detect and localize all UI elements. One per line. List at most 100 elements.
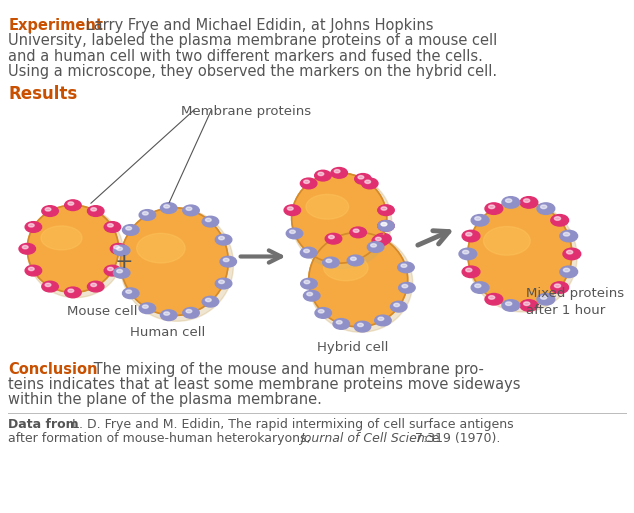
Text: Using a microscope, they observed the markers on the hybrid cell.: Using a microscope, they observed the ma…	[8, 64, 497, 79]
Ellipse shape	[375, 315, 391, 326]
Ellipse shape	[325, 233, 342, 244]
Ellipse shape	[183, 205, 199, 216]
Ellipse shape	[563, 248, 581, 260]
Ellipse shape	[554, 216, 560, 220]
Ellipse shape	[27, 205, 119, 292]
Ellipse shape	[304, 290, 320, 301]
Ellipse shape	[365, 180, 371, 184]
Ellipse shape	[475, 284, 481, 288]
Ellipse shape	[334, 170, 340, 173]
Ellipse shape	[113, 245, 130, 256]
Ellipse shape	[381, 223, 387, 226]
Ellipse shape	[113, 245, 119, 249]
Ellipse shape	[137, 233, 185, 263]
Ellipse shape	[304, 249, 309, 252]
Ellipse shape	[186, 207, 192, 210]
Ellipse shape	[27, 206, 124, 298]
Ellipse shape	[402, 284, 408, 288]
Ellipse shape	[318, 310, 324, 313]
Ellipse shape	[551, 214, 569, 226]
Ellipse shape	[401, 264, 407, 267]
Ellipse shape	[520, 300, 538, 311]
Ellipse shape	[462, 266, 480, 278]
Ellipse shape	[301, 247, 317, 258]
Ellipse shape	[537, 293, 555, 305]
Ellipse shape	[399, 283, 415, 293]
Ellipse shape	[219, 236, 224, 240]
Ellipse shape	[104, 222, 120, 232]
Ellipse shape	[87, 281, 104, 292]
Ellipse shape	[354, 321, 371, 332]
Ellipse shape	[468, 202, 577, 312]
Ellipse shape	[65, 287, 81, 298]
Text: and a human cell with two different markers and fused the cells.: and a human cell with two different mark…	[8, 49, 483, 64]
Ellipse shape	[42, 281, 58, 292]
Ellipse shape	[122, 288, 139, 299]
Ellipse shape	[91, 283, 96, 287]
Ellipse shape	[304, 281, 310, 284]
Ellipse shape	[143, 212, 148, 215]
Ellipse shape	[355, 173, 372, 184]
Ellipse shape	[398, 262, 414, 273]
Ellipse shape	[372, 235, 389, 246]
Ellipse shape	[160, 203, 177, 213]
Ellipse shape	[91, 208, 96, 211]
Text: Hybrid cell: Hybrid cell	[317, 341, 389, 354]
Ellipse shape	[554, 284, 560, 288]
Text: Mixed proteins
after 1 hour: Mixed proteins after 1 hour	[526, 287, 624, 317]
Text: 7:319 (1970).: 7:319 (1970).	[411, 432, 500, 445]
Ellipse shape	[471, 214, 489, 226]
Text: Data from: Data from	[8, 418, 79, 431]
Ellipse shape	[381, 207, 387, 210]
Ellipse shape	[485, 203, 503, 214]
Ellipse shape	[485, 293, 503, 305]
Ellipse shape	[378, 317, 384, 321]
Ellipse shape	[87, 206, 104, 216]
Ellipse shape	[306, 194, 349, 219]
Ellipse shape	[560, 230, 578, 242]
Ellipse shape	[220, 256, 236, 267]
Ellipse shape	[122, 225, 139, 235]
Ellipse shape	[502, 196, 520, 208]
Ellipse shape	[326, 259, 332, 263]
Ellipse shape	[358, 175, 364, 179]
Text: Conclusion: Conclusion	[8, 362, 98, 377]
Ellipse shape	[304, 180, 309, 184]
Ellipse shape	[378, 205, 394, 215]
Ellipse shape	[139, 210, 156, 220]
Ellipse shape	[45, 208, 51, 211]
Ellipse shape	[361, 178, 378, 189]
Ellipse shape	[378, 221, 394, 231]
Ellipse shape	[351, 257, 356, 261]
Ellipse shape	[381, 223, 387, 226]
Ellipse shape	[371, 244, 377, 247]
Ellipse shape	[567, 250, 573, 254]
Ellipse shape	[22, 245, 28, 249]
Text: within the plane of the plasma membrane.: within the plane of the plasma membrane.	[8, 392, 322, 407]
Ellipse shape	[323, 257, 339, 268]
Ellipse shape	[68, 289, 74, 292]
Ellipse shape	[471, 282, 489, 293]
Text: Human cell: Human cell	[130, 326, 205, 339]
Ellipse shape	[309, 233, 413, 332]
Ellipse shape	[29, 267, 34, 271]
Ellipse shape	[202, 216, 219, 227]
Text: teins indicates that at least some membrane proteins move sideways: teins indicates that at least some membr…	[8, 377, 521, 392]
Ellipse shape	[216, 234, 232, 245]
Ellipse shape	[183, 307, 199, 318]
Ellipse shape	[186, 309, 192, 313]
Ellipse shape	[19, 244, 36, 254]
Ellipse shape	[120, 208, 228, 315]
Ellipse shape	[164, 205, 169, 208]
Ellipse shape	[117, 269, 122, 273]
Ellipse shape	[219, 280, 224, 284]
Ellipse shape	[484, 226, 530, 255]
Ellipse shape	[551, 282, 569, 293]
Ellipse shape	[318, 172, 324, 175]
Ellipse shape	[502, 300, 520, 311]
Ellipse shape	[560, 266, 578, 278]
Ellipse shape	[287, 228, 303, 239]
Text: Results: Results	[8, 85, 77, 103]
Ellipse shape	[42, 206, 58, 216]
Text: Membrane proteins: Membrane proteins	[181, 105, 311, 118]
